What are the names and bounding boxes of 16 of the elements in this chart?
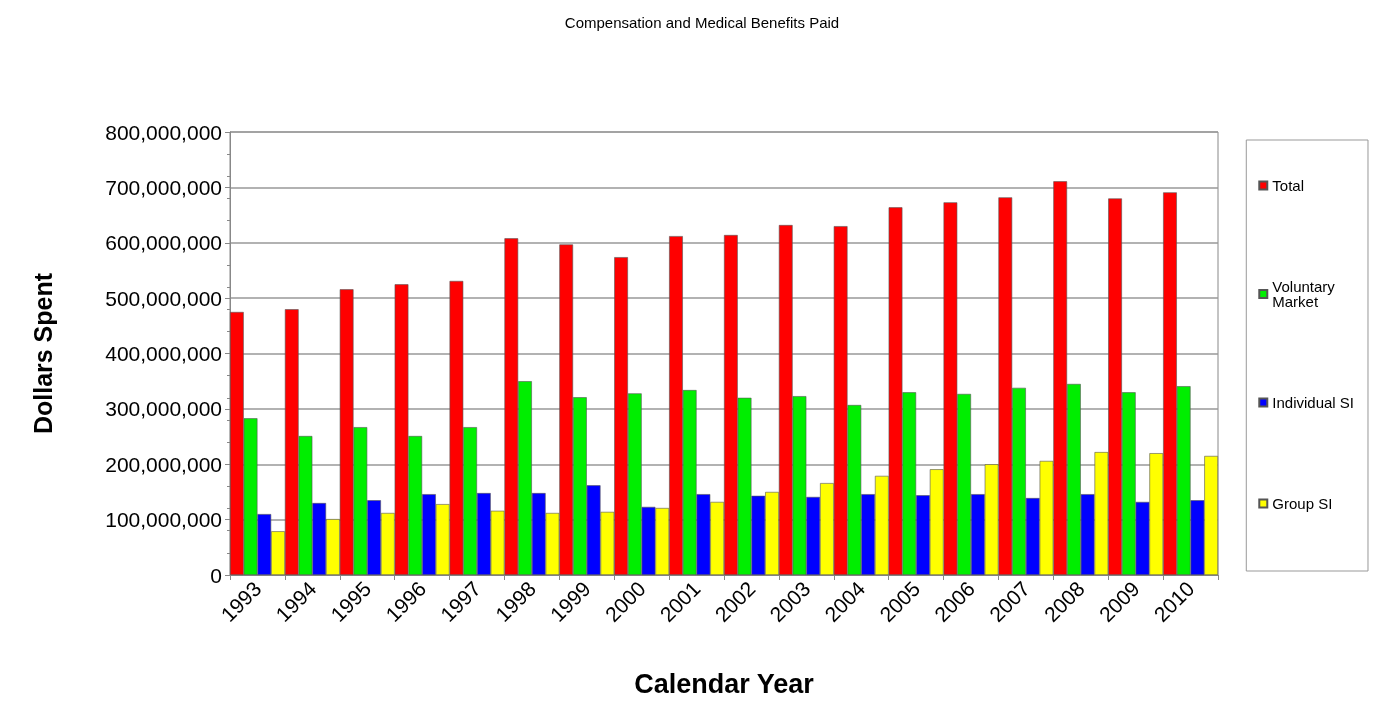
legend-label: Total — [1272, 177, 1304, 194]
y-tick-label: 300,000,000 — [105, 397, 222, 421]
x-axis-title: Calendar Year — [634, 668, 815, 699]
y-tick-label: 200,000,000 — [105, 452, 222, 476]
y-axis-title: Dollars Spent — [28, 272, 57, 435]
y-tick-label: 400,000,000 — [105, 342, 222, 365]
legend-label: Individual SI — [1272, 394, 1354, 411]
y-tick-label: 600,000,000 — [105, 231, 222, 255]
legend-label: Voluntary Market — [1272, 278, 1339, 310]
chart-title: Compensation and Medical Benefits Paid — [564, 14, 840, 31]
y-tick-label: 0 — [210, 563, 222, 587]
y-tick-label: 700,000,000 — [105, 175, 222, 199]
legend-label: Group SI — [1272, 495, 1333, 512]
y-tick-label: 500,000,000 — [105, 286, 222, 310]
y-tick-label: 100,000,000 — [105, 508, 222, 532]
y-tick-label: 800,000,000 — [105, 120, 222, 144]
